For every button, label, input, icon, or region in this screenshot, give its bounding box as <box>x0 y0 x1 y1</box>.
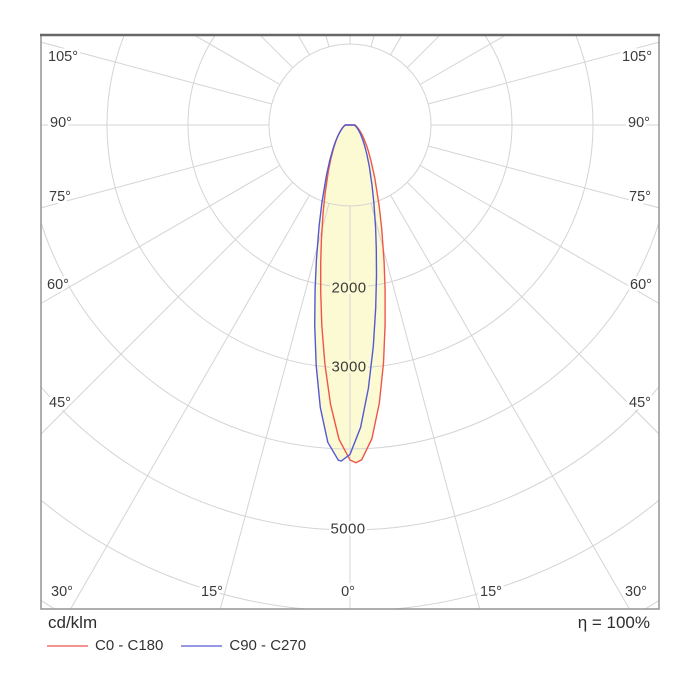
grid-ray-45 <box>406 181 659 435</box>
legend-item-c90-c270: C90 - C270 <box>181 637 306 654</box>
beam-curve-c90-c270 <box>313 124 378 462</box>
angle-label-bottom-1-15°: 15° <box>201 584 223 600</box>
legend-label-c90-c270: C90 - C270 <box>229 637 307 654</box>
grid-ray-75 <box>428 145 659 209</box>
angle-label-right-105°: 105° <box>622 49 652 65</box>
grid-ray-345 <box>219 203 330 609</box>
angle-label-right-75°: 75° <box>629 189 651 205</box>
grid-ray-210 <box>297 35 310 56</box>
legend-line-blue <box>181 644 223 647</box>
angle-label-left-75°: 75° <box>49 189 71 205</box>
legend-line-red <box>47 644 88 647</box>
grid-ray-150 <box>390 35 403 56</box>
grid-ray-30 <box>390 194 631 609</box>
units-label: cd/klm <box>48 613 98 632</box>
angle-label-left-60°: 60° <box>47 277 69 293</box>
ring-value-label-3000: 3000 <box>332 359 367 376</box>
angle-label-left-90°: 90° <box>50 115 72 131</box>
angle-label-bottom-2-0°: 0° <box>341 584 355 600</box>
grid-ray-315 <box>41 181 294 435</box>
chart-legend: C0 - C180 C90 - C270 <box>47 637 306 654</box>
grid-ray-105 <box>428 41 659 105</box>
angle-label-right-45°: 45° <box>629 395 651 411</box>
angle-label-left-45°: 45° <box>49 395 71 411</box>
beam-lobe-fill-c90-c270 <box>314 125 377 461</box>
ring-value-label-5000: 5000 <box>331 521 366 538</box>
grid-ray-285 <box>41 145 272 209</box>
grid-ray-15 <box>370 203 481 609</box>
angle-label-bottom-3-15°: 15° <box>480 584 502 600</box>
ring-value-label-2000: 2000 <box>332 280 367 297</box>
angle-label-right-60°: 60° <box>630 277 652 293</box>
grid-ray-60 <box>419 165 659 304</box>
legend-label-c0-c180: C0 - C180 <box>95 637 164 654</box>
angle-label-bottom-0-30°: 30° <box>51 584 73 600</box>
grid-ray-330 <box>69 194 310 609</box>
grid-ray-255 <box>41 41 272 105</box>
angle-label-left-105°: 105° <box>48 49 78 65</box>
efficiency-label: η = 100% <box>577 613 650 632</box>
angle-label-right-90°: 90° <box>628 115 650 131</box>
grid-ray-300 <box>41 165 281 304</box>
legend-item-c0-c180: C0 - C180 <box>47 637 163 654</box>
angle-label-bottom-4-30°: 30° <box>625 584 647 600</box>
